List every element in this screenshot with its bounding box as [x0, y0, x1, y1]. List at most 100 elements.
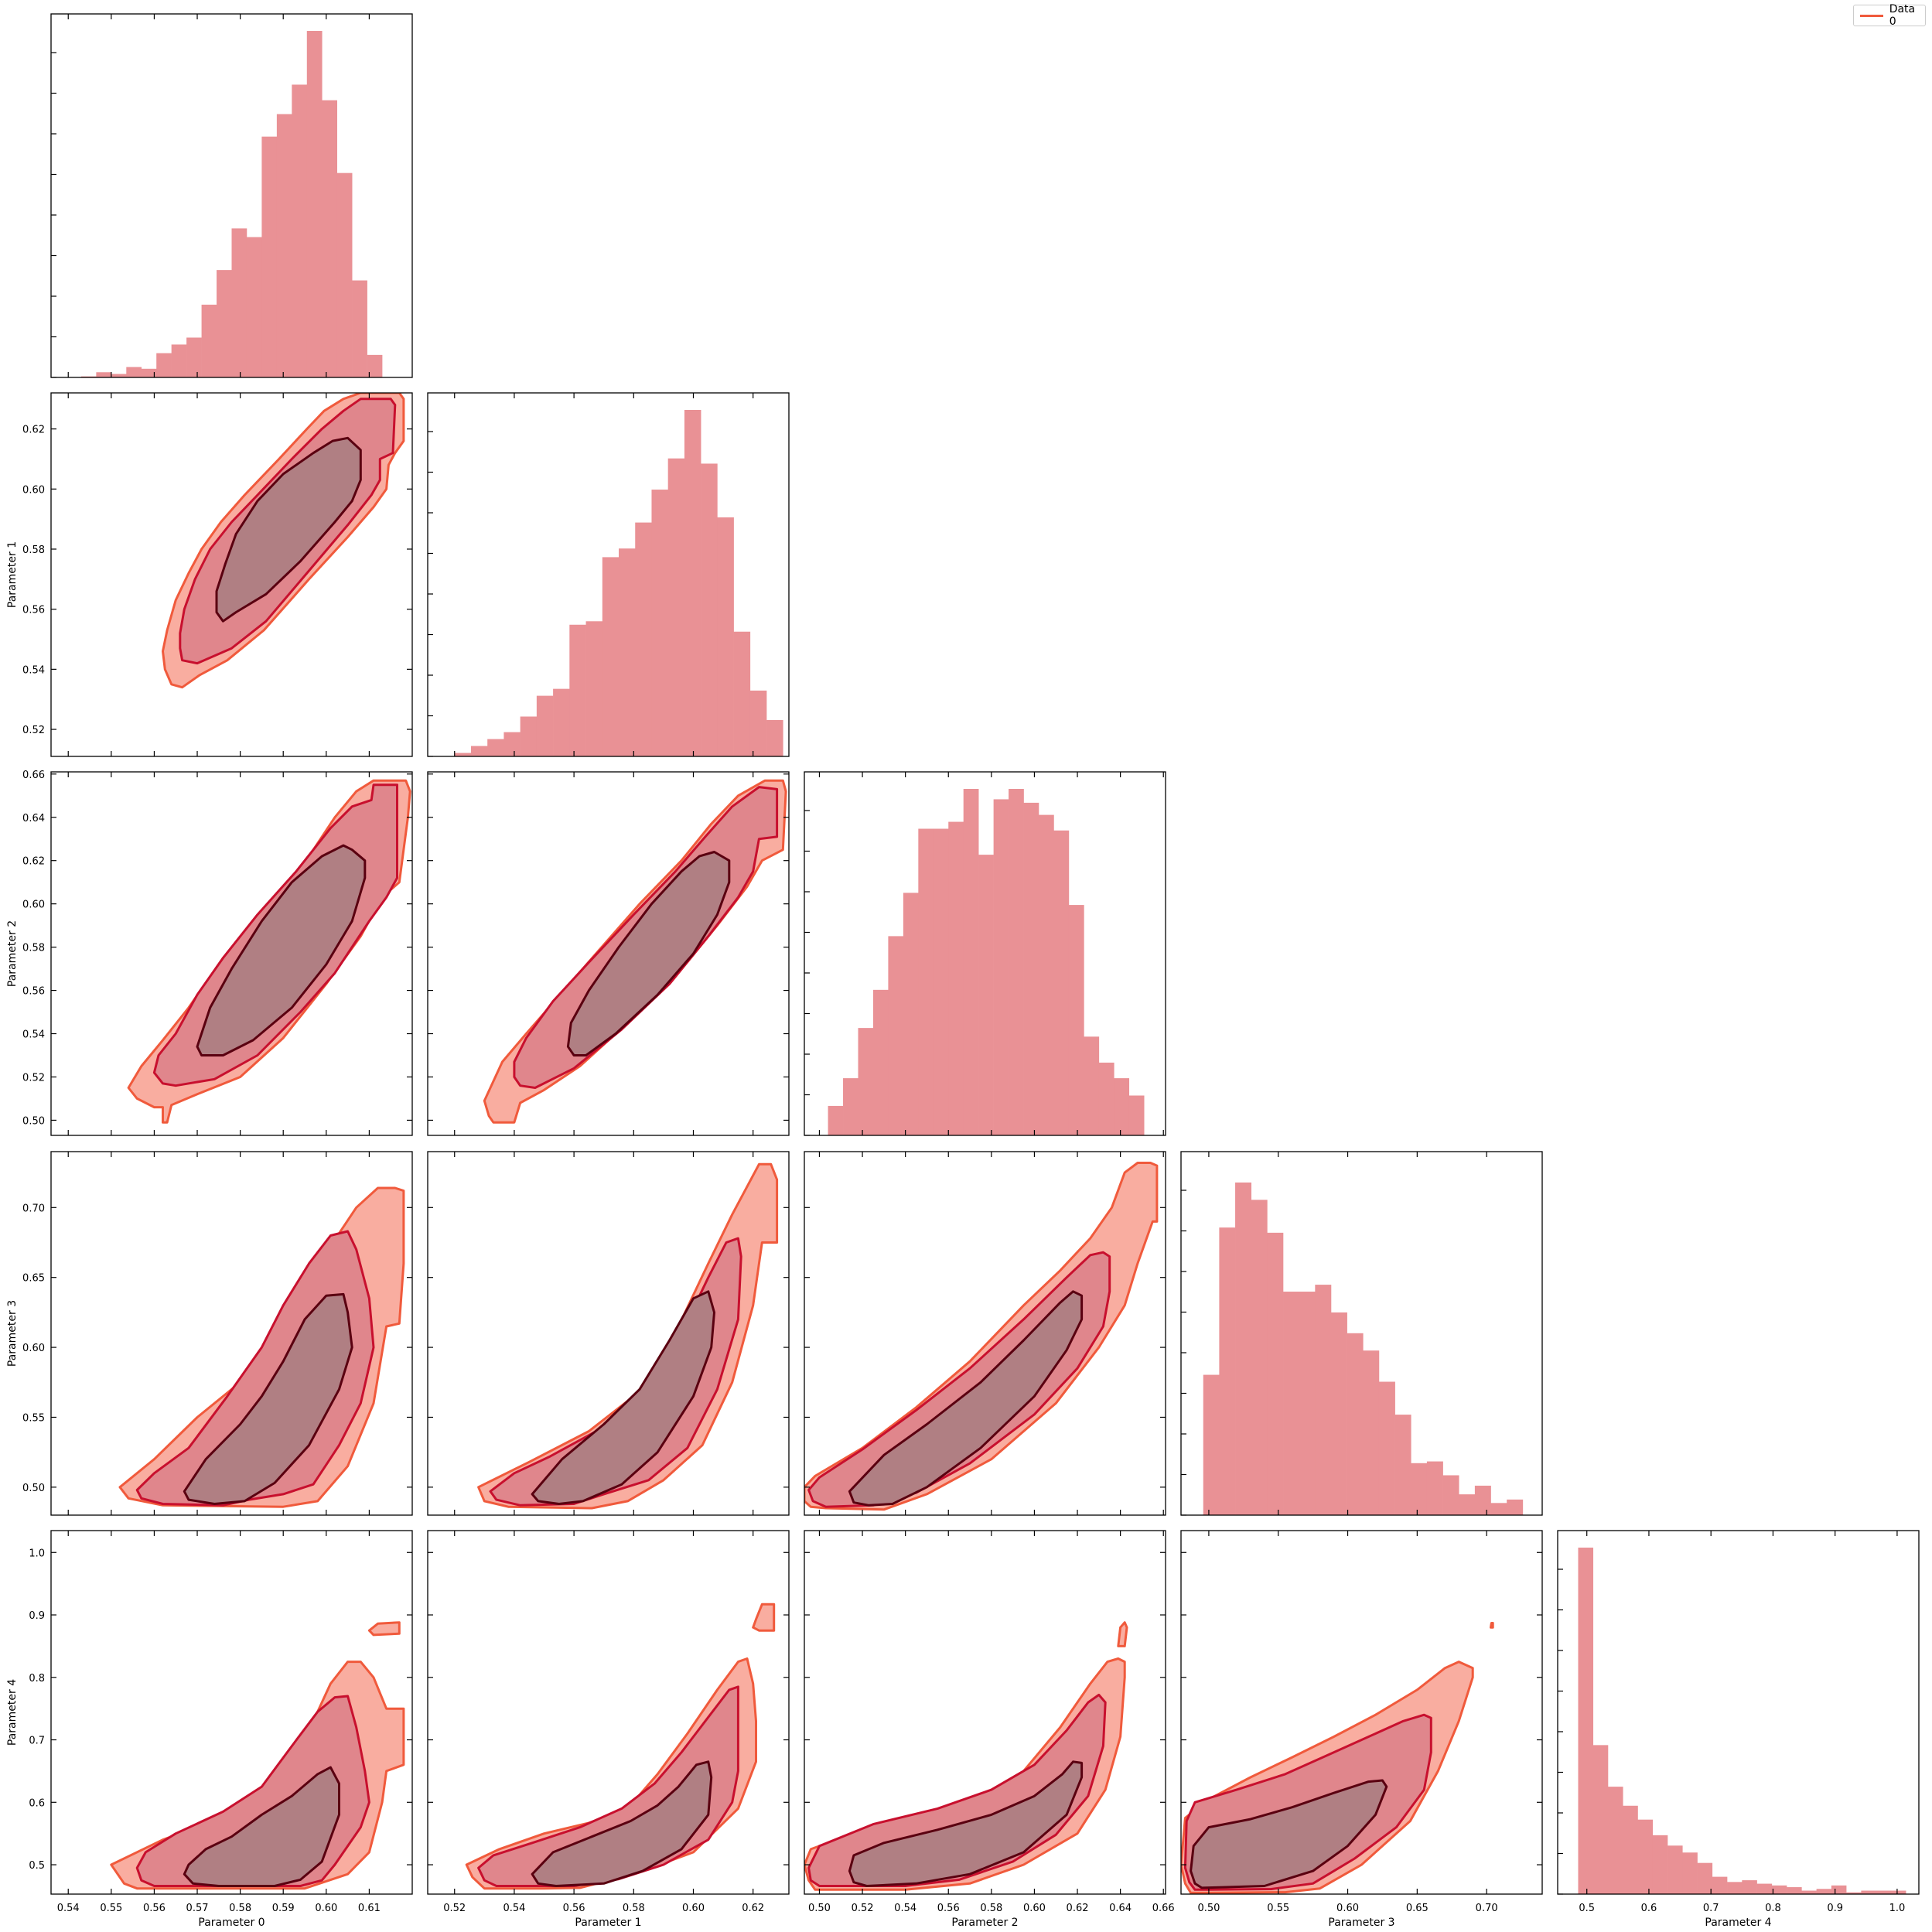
y-tick-label: 0.52 — [22, 725, 45, 736]
axes-4-0: 0.54 0.55 0.56 0.57 0.58 0.59 0.60 0.61 0.5 0.6 0.… — [6, 1530, 413, 1929]
hist-bar — [1727, 1882, 1743, 1894]
hist-bar — [231, 228, 247, 377]
hist-bar — [933, 828, 949, 1135]
x-tick-label: 0.54 — [894, 1903, 917, 1914]
hist-bar — [1068, 905, 1084, 1135]
axes-4-2: 0.50 0.52 0.54 0.56 0.58 0.60 0.62 0.64 0.66 Para… — [804, 1530, 1175, 1929]
hist-bar — [602, 557, 620, 756]
x-tick-label: 0.52 — [443, 1903, 466, 1914]
hist-bar — [667, 458, 685, 756]
hist-bar — [766, 719, 783, 756]
contour-mid — [807, 1251, 1111, 1508]
hist-bar — [978, 855, 994, 1135]
x-tick-label: 0.56 — [937, 1903, 960, 1914]
hist-bar — [1053, 830, 1070, 1135]
y-axis-label: Parameter 4 — [6, 1679, 19, 1746]
x-tick-label: 0.52 — [852, 1903, 874, 1914]
x-tick-label: 0.59 — [272, 1903, 295, 1914]
contour-outer_island — [1117, 1621, 1128, 1647]
contour-4-2 — [804, 1621, 1128, 1891]
hist-bar — [1890, 1890, 1906, 1894]
axes-frame — [427, 1530, 790, 1895]
hist-bar — [201, 304, 217, 377]
axes-frame — [427, 771, 790, 1136]
hist-bar — [684, 410, 701, 756]
hist-bar — [963, 789, 979, 1135]
hist-bar — [454, 753, 472, 756]
x-tick-label: 0.58 — [229, 1903, 251, 1914]
hist-bar — [1283, 1292, 1299, 1515]
y-tick-label: 0.66 — [22, 770, 45, 781]
axes-frame — [1180, 1151, 1543, 1516]
contour-inner — [531, 1290, 715, 1505]
histogram-4 — [1578, 1548, 1906, 1894]
hist-bar — [701, 463, 718, 756]
axes-frame — [427, 1151, 790, 1516]
contour-2-1 — [483, 779, 787, 1124]
axes-frame — [50, 392, 413, 757]
hist-bar — [1038, 814, 1054, 1135]
x-axis-label: Parameter 3 — [1328, 1917, 1394, 1929]
hist-bar — [1235, 1182, 1252, 1515]
x-axis-label: Parameter 0 — [198, 1917, 265, 1929]
hist-bar — [1652, 1835, 1668, 1894]
x-tick-label: 0.7 — [1703, 1903, 1719, 1914]
hist-bar — [1787, 1887, 1802, 1894]
y-tick-label: 0.54 — [22, 1029, 45, 1041]
hist-bar — [1203, 1374, 1220, 1515]
contour-3-2 — [804, 1162, 1159, 1511]
hist-bar — [903, 893, 919, 1135]
hist-bar — [171, 344, 187, 377]
axes-frame — [1557, 1530, 1920, 1895]
hist-bar — [1742, 1880, 1757, 1894]
hist-bar — [156, 353, 172, 377]
axes-3-2 — [804, 1151, 1166, 1516]
hist-bar — [1697, 1862, 1713, 1894]
hist-bar — [1023, 802, 1039, 1135]
hist-bar — [1442, 1475, 1459, 1515]
x-tick-label: 0.58 — [623, 1903, 645, 1914]
x-tick-label: 0.70 — [1476, 1903, 1498, 1914]
hist-bar — [1426, 1461, 1443, 1515]
hist-bar — [352, 280, 367, 377]
x-tick-label: 0.8 — [1765, 1903, 1781, 1914]
y-axis-label: Parameter 1 — [6, 541, 19, 608]
y-tick-label: 0.70 — [22, 1203, 45, 1214]
hist-bar — [828, 1105, 844, 1135]
hist-bar — [749, 690, 767, 756]
x-tick-label: 0.9 — [1827, 1903, 1843, 1914]
axes-frame — [50, 13, 413, 378]
axes-2-0: 0.50 0.52 0.54 0.56 0.58 0.60 0.62 0.64 0.66 Para… — [6, 770, 413, 1136]
axes-4-1: 0.52 0.54 0.56 0.58 0.60 0.62 Parameter 1 — [427, 1530, 790, 1929]
hist-bar — [1756, 1883, 1773, 1894]
axes-4-3: 0.50 0.55 0.60 0.65 0.70 Parameter 3 — [1180, 1530, 1543, 1929]
contour-inner — [183, 1766, 340, 1887]
hist-bar — [246, 237, 262, 377]
hist-bar — [1128, 1095, 1145, 1135]
hist-bar — [306, 31, 323, 377]
axes-frame — [804, 771, 1166, 1136]
contour-outer_island — [367, 1621, 401, 1637]
y-tick-label: 0.50 — [22, 1483, 45, 1494]
y-tick-label: 0.60 — [22, 899, 45, 911]
legend: Data 0 — [1853, 3, 1926, 28]
contour-inner — [196, 844, 367, 1056]
x-tick-label: 0.5 — [1579, 1903, 1595, 1914]
x-tick-label: 0.55 — [1267, 1903, 1289, 1914]
y-tick-label: 0.55 — [22, 1412, 45, 1424]
axes-frame — [804, 1530, 1166, 1895]
y-tick-label: 1.0 — [29, 1548, 45, 1559]
contour-1-0 — [162, 393, 405, 689]
hist-bar — [276, 114, 292, 377]
hist-bar — [1378, 1381, 1395, 1515]
y-tick-label: 0.6 — [29, 1797, 45, 1809]
hist-bar — [1578, 1548, 1594, 1894]
hist-bar — [1459, 1494, 1476, 1515]
hist-bar — [536, 695, 554, 756]
hist-bar — [1251, 1200, 1268, 1515]
y-tick-label: 0.62 — [22, 425, 45, 436]
y-tick-label: 0.60 — [22, 484, 45, 496]
hist-bar — [1592, 1745, 1609, 1894]
x-axis-label: Parameter 2 — [951, 1917, 1018, 1929]
hist-bar — [1876, 1890, 1892, 1894]
